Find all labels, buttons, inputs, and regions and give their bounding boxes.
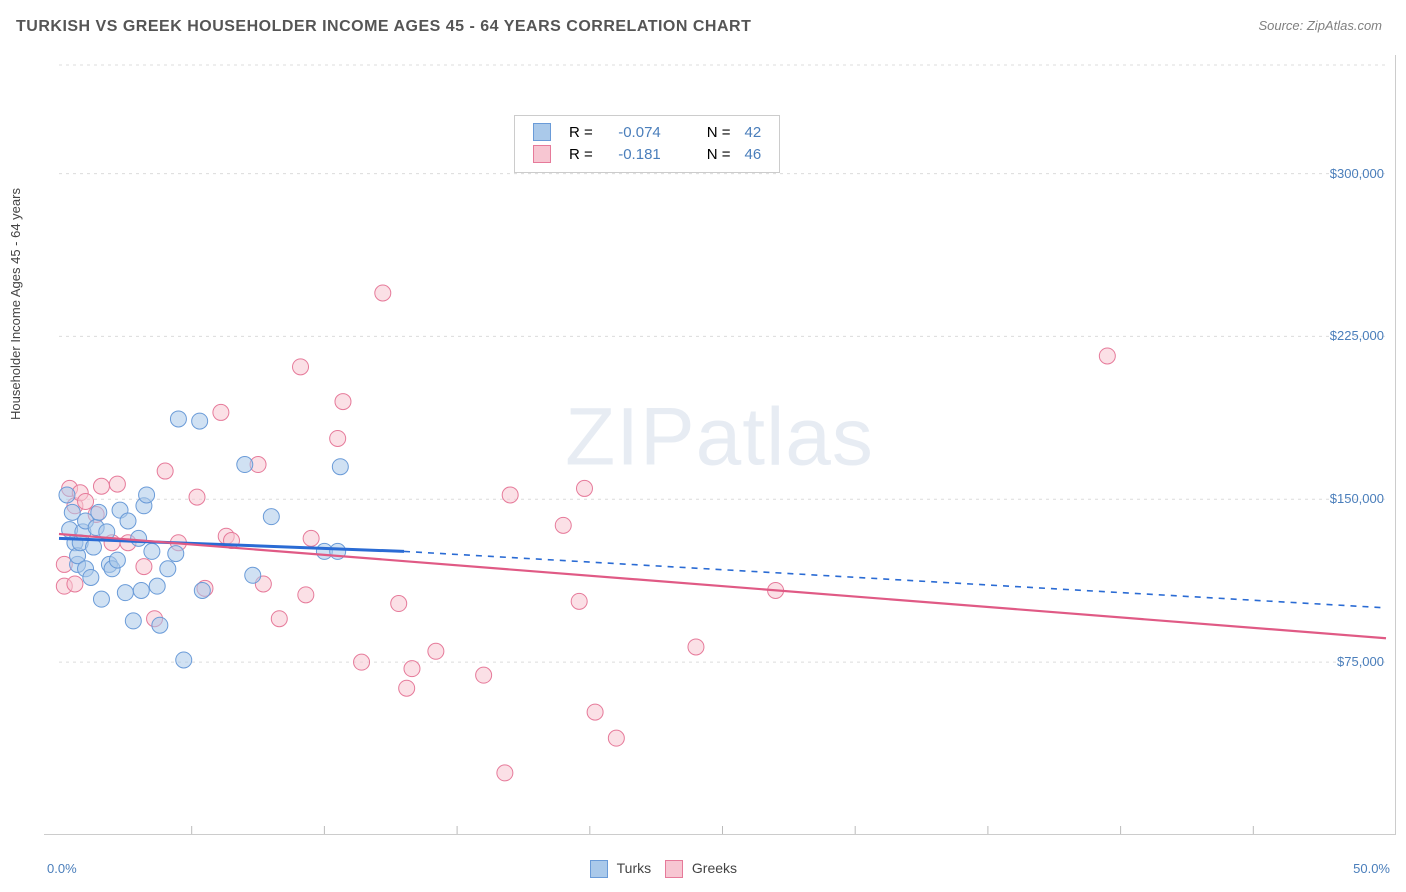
- y-tick-label: $150,000: [1294, 491, 1384, 506]
- greeks-swatch-icon: [533, 145, 551, 163]
- turks-n-value: 42: [739, 122, 768, 142]
- y-tick-label: $225,000: [1294, 328, 1384, 343]
- y-tick-label: $75,000: [1294, 654, 1384, 669]
- legend-row-turks: R = -0.074 N = 42: [527, 122, 767, 142]
- turks-swatch-icon: [590, 860, 608, 878]
- legend-row-greeks: R = -0.181 N = 46: [527, 144, 767, 164]
- y-axis-label: Householder Income Ages 45 - 64 years: [8, 188, 23, 420]
- turks-swatch-icon: [533, 123, 551, 141]
- turks-r-value: -0.074: [601, 122, 667, 142]
- y-tick-label: $300,000: [1294, 166, 1384, 181]
- source-label: Source: ZipAtlas.com: [1258, 18, 1382, 33]
- plot-area: ZIPatlas R = -0.074 N = 42 R = -0.181 N …: [44, 55, 1396, 835]
- greeks-legend-label: Greeks: [692, 860, 737, 876]
- n-label: N =: [701, 144, 737, 164]
- x-axis-max-label: 50.0%: [1353, 861, 1390, 876]
- n-label: N =: [701, 122, 737, 142]
- r-label: R =: [563, 122, 599, 142]
- chart-container: TURKISH VS GREEK HOUSEHOLDER INCOME AGES…: [0, 0, 1406, 892]
- correlation-legend: R = -0.074 N = 42 R = -0.181 N = 46: [514, 115, 780, 173]
- greeks-swatch-icon: [665, 860, 683, 878]
- x-axis-min-label: 0.0%: [47, 861, 77, 876]
- greeks-n-value: 46: [739, 144, 768, 164]
- greeks-r-value: -0.181: [601, 144, 667, 164]
- r-label: R =: [563, 144, 599, 164]
- turks-legend-label: Turks: [617, 860, 651, 876]
- series-legend: Turks Greeks: [580, 860, 737, 878]
- chart-title: TURKISH VS GREEK HOUSEHOLDER INCOME AGES…: [16, 18, 751, 36]
